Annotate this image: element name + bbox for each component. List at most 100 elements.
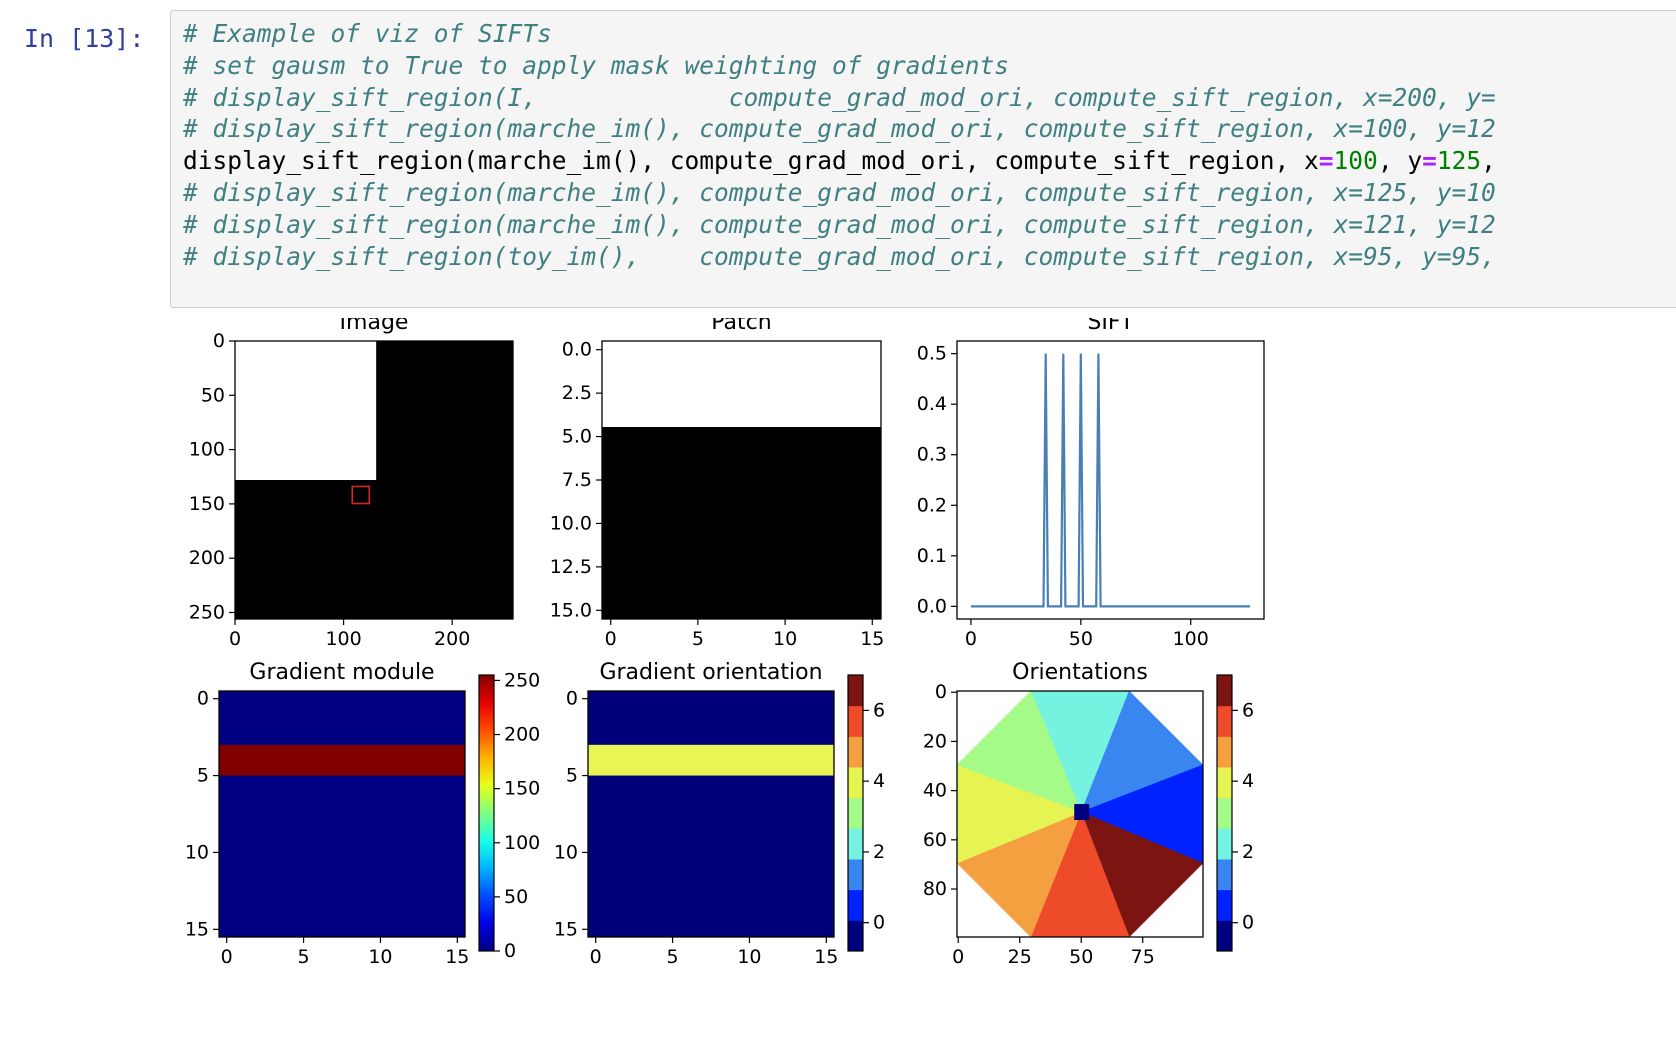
x-tick-label: 5 bbox=[298, 946, 310, 968]
orient-axes-frame bbox=[956, 690, 1204, 938]
subplot-title: Gradient orientation bbox=[599, 660, 822, 685]
x-tick-label: 5 bbox=[667, 946, 679, 968]
code-comment-line: # display_sift_region(marche_im(), compu… bbox=[183, 178, 1496, 207]
y-tick-label: 12.5 bbox=[550, 556, 592, 578]
colorbar-segment bbox=[848, 920, 863, 952]
y-tick-label: 150 bbox=[189, 493, 225, 515]
y-tick-label: 200 bbox=[189, 547, 225, 569]
colorbar-tick-label: 6 bbox=[1242, 699, 1254, 721]
code-comment-line: # display_sift_region(marche_im(), compu… bbox=[183, 209, 1496, 239]
x-tick-label: 0 bbox=[590, 946, 602, 968]
colorbar-tick-label: 0 bbox=[504, 940, 516, 962]
colorbar-segment bbox=[1217, 859, 1232, 891]
x-tick-label: 50 bbox=[1069, 628, 1093, 650]
y-tick-label: 5 bbox=[197, 765, 209, 787]
x-tick-label: 0 bbox=[965, 628, 977, 650]
code-cell-input[interactable]: # Example of viz of SIFTs # set gausm to … bbox=[170, 10, 1676, 308]
y-tick-label: 10 bbox=[185, 841, 209, 863]
y-tick-label: 5 bbox=[566, 765, 578, 787]
colorbar-tick-label: 100 bbox=[504, 832, 540, 854]
x-tick-label: 15 bbox=[860, 628, 884, 650]
colorbar-tick-label: 6 bbox=[873, 699, 885, 721]
y-tick-label: 60 bbox=[923, 829, 947, 851]
y-tick-label: 20 bbox=[923, 730, 947, 752]
y-tick-label: 5.0 bbox=[562, 426, 592, 448]
sift-descriptor-line bbox=[971, 353, 1250, 608]
x-tick-label: 15 bbox=[814, 946, 838, 968]
code-comment-line: # display_sift_region(toy_im(), compute_… bbox=[183, 241, 1496, 271]
code-comment-line: # display_sift_region(I, compute_grad_mo… bbox=[183, 82, 1496, 112]
y-tick-label: 0 bbox=[566, 688, 578, 710]
colorbar-segment bbox=[848, 797, 863, 829]
colorbar-tick-label: 2 bbox=[1242, 841, 1254, 863]
x-tick-label: 0 bbox=[229, 628, 241, 650]
y-tick-label: 10.0 bbox=[550, 512, 592, 534]
colorbar-segment bbox=[1217, 889, 1232, 921]
colorbar-segment bbox=[1217, 705, 1232, 737]
gradori-high-band bbox=[588, 744, 834, 776]
image-axes-frame bbox=[234, 340, 514, 620]
x-tick-label: 50 bbox=[1069, 946, 1093, 968]
y-tick-label: 0 bbox=[935, 681, 947, 703]
y-tick-label: 10 bbox=[554, 841, 578, 863]
patch-location-marker bbox=[351, 485, 371, 505]
x-tick-label: 0 bbox=[221, 946, 233, 968]
y-tick-label: 15 bbox=[185, 918, 209, 940]
cell-prompt: In [13]: bbox=[24, 24, 145, 53]
x-tick-label: 0 bbox=[952, 946, 964, 968]
gradori-low-region bbox=[588, 691, 834, 937]
colorbar-segment bbox=[1217, 920, 1232, 952]
colorbar-segment bbox=[1217, 767, 1232, 799]
y-tick-label: 0.1 bbox=[917, 545, 947, 567]
y-tick-label: 0.3 bbox=[917, 444, 947, 466]
y-tick-label: 50 bbox=[201, 384, 225, 406]
sift-axes-frame bbox=[956, 340, 1265, 620]
subplot-title: SIFT bbox=[1087, 318, 1134, 335]
colorbar-tick-label: 4 bbox=[1242, 770, 1254, 792]
colorbar-tick-label: 0 bbox=[1242, 912, 1254, 934]
x-tick-label: 10 bbox=[773, 628, 797, 650]
colorbar-tick-label: 250 bbox=[504, 669, 540, 691]
colorbar-segment bbox=[848, 859, 863, 891]
gradmod-high-band bbox=[219, 744, 465, 776]
colorbar-tick-label: 200 bbox=[504, 724, 540, 746]
subplot-title: Gradient module bbox=[249, 660, 434, 685]
colorbar-segment bbox=[848, 828, 863, 860]
y-tick-label: 0.2 bbox=[917, 494, 947, 516]
colorbar-segment bbox=[848, 705, 863, 737]
gradmod-low-region bbox=[219, 691, 465, 937]
subplot-title: Patch bbox=[711, 318, 771, 335]
x-tick-label: 0 bbox=[605, 628, 617, 650]
x-tick-label: 10 bbox=[368, 946, 392, 968]
colorbar-frame bbox=[1216, 674, 1233, 952]
x-tick-label: 75 bbox=[1131, 946, 1155, 968]
gradori-axes-frame bbox=[587, 690, 835, 938]
code-statement-line: display_sift_region(marche_im(), compute… bbox=[183, 144, 1496, 178]
y-tick-label: 0.0 bbox=[917, 595, 947, 617]
gradmod-colorbar bbox=[479, 675, 494, 951]
cell-output: Image 0 50 100 150 200 250 0 100 200 Patch 0.0 2.5 5.… bbox=[170, 310, 1370, 1048]
colorbar-segment bbox=[848, 675, 863, 707]
colorbar-tick-label: 4 bbox=[873, 770, 885, 792]
y-tick-label: 2.5 bbox=[562, 382, 592, 404]
y-tick-label: 0.5 bbox=[917, 343, 947, 365]
code-comment-line: # Example of viz of SIFTs bbox=[183, 19, 552, 48]
y-tick-label: 0.4 bbox=[917, 393, 947, 415]
x-tick-label: 15 bbox=[445, 946, 469, 968]
y-tick-label: 0 bbox=[213, 330, 225, 352]
code-number: 125 bbox=[1436, 146, 1482, 176]
colorbar-segment bbox=[848, 736, 863, 768]
y-tick-label: 250 bbox=[189, 601, 225, 623]
colorbar-tick-label: 150 bbox=[504, 778, 540, 800]
code-text: display_sift_region(marche_im(), compute… bbox=[183, 146, 1319, 176]
y-tick-label: 100 bbox=[189, 439, 225, 461]
code-comment-line: # display_sift_region(marche_im(), compu… bbox=[183, 114, 1496, 144]
y-tick-label: 40 bbox=[923, 780, 947, 802]
x-tick-label: 10 bbox=[737, 946, 761, 968]
colorbar-tick-label: 0 bbox=[873, 912, 885, 934]
code-number: 100 bbox=[1333, 146, 1378, 176]
colorbar-segment bbox=[1217, 828, 1232, 860]
code-text: , bbox=[1481, 146, 1496, 176]
colorbar-frame bbox=[478, 674, 495, 952]
